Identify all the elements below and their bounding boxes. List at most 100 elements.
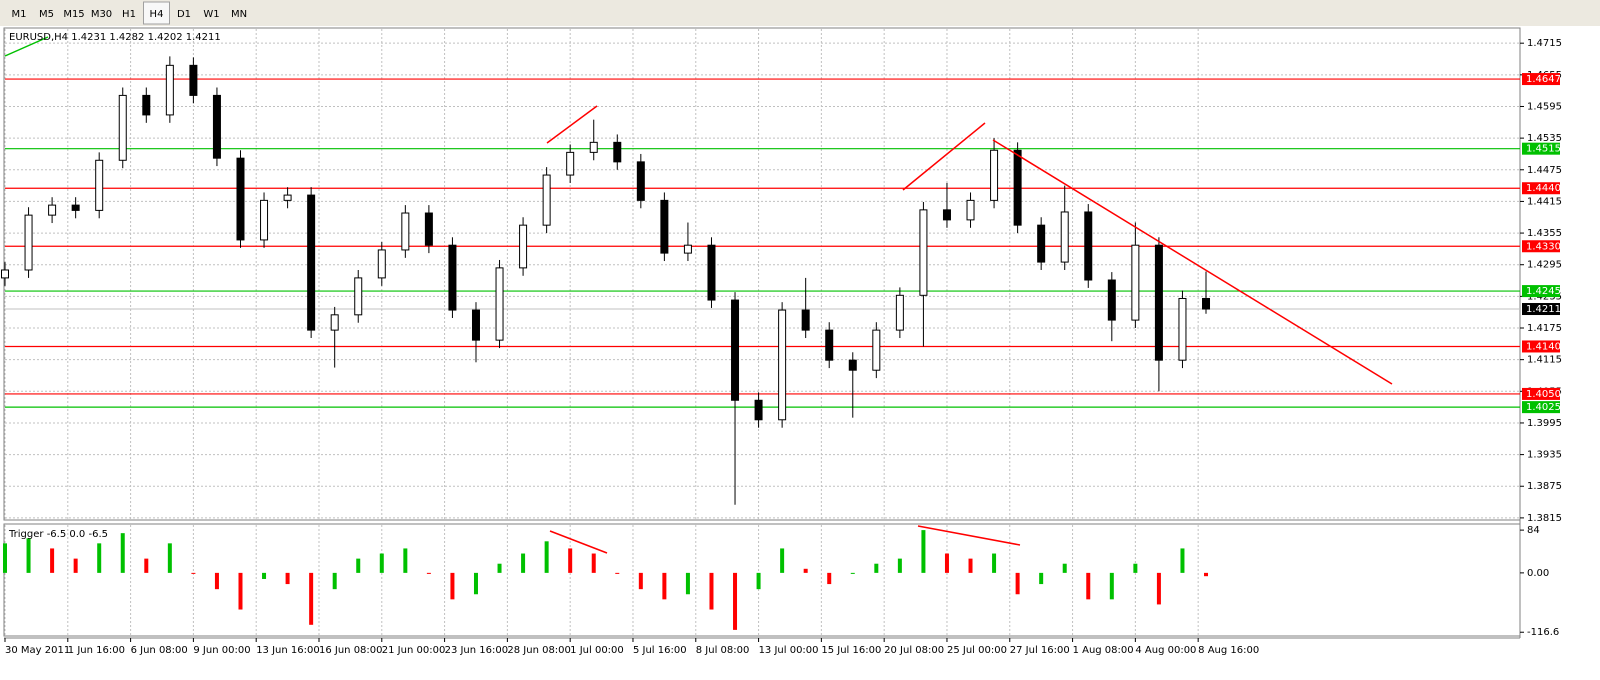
candle-body [1178, 297, 1187, 361]
indicator-value: -6.5 [47, 529, 67, 540]
histogram-bar [332, 572, 337, 590]
toolbar-button[interactable]: H1 [122, 9, 136, 20]
level-label-bg [1522, 182, 1560, 195]
indicator-value: -6.5 [88, 529, 108, 540]
histogram-bar [1204, 572, 1209, 577]
x-tick-label: 1 Aug 08:00 [1073, 645, 1134, 656]
candle-body [895, 294, 904, 331]
x-tick-label: 28 Jun 08:00 [507, 645, 571, 656]
trendline [546, 105, 598, 144]
y-tick-label: 1.4475 [1527, 165, 1562, 176]
candle-body [24, 214, 33, 271]
histogram-bar [1062, 563, 1067, 573]
y-tick-label: 1.4715 [1527, 38, 1562, 49]
histogram-bar [803, 568, 808, 573]
candle-body [1060, 211, 1069, 263]
y-tick-label: 1.4115 [1527, 355, 1562, 366]
candle-body [589, 141, 598, 153]
histogram-bar [615, 572, 620, 574]
x-tick-label: 13 Jun 16:00 [256, 645, 320, 656]
candle-body [942, 209, 951, 221]
x-tick-label: 5 Jul 16:00 [633, 645, 687, 656]
histogram-bar [356, 558, 361, 573]
histogram-bar [874, 563, 879, 573]
candle-body [1154, 244, 1163, 361]
candle-body [848, 359, 857, 371]
histogram-bar [191, 572, 196, 574]
histogram-bar [262, 572, 267, 579]
trendlines [4, 36, 1393, 554]
toolbar-button[interactable]: D1 [177, 9, 191, 20]
candle-body [683, 244, 692, 254]
level-label: 1.4140 [1526, 341, 1561, 352]
histogram-bar [638, 572, 643, 590]
level-label-bg [1522, 387, 1560, 400]
y-tick-label: 1.3875 [1527, 481, 1562, 492]
candle-body [778, 309, 787, 421]
candle-body [1, 269, 9, 279]
candle-body [613, 141, 622, 163]
candle-body [636, 161, 645, 201]
candle-body [377, 249, 386, 279]
level-label: 1.4025 [1526, 402, 1561, 413]
candle-body [1037, 224, 1046, 263]
candle-body [825, 329, 834, 361]
histogram-bar [450, 572, 455, 600]
candle-body [48, 204, 57, 216]
toolbar-button[interactable]: M30 [91, 9, 112, 20]
candle-body [519, 224, 528, 269]
candle-body [118, 94, 127, 161]
candle-body [401, 212, 410, 251]
candle-body [1084, 211, 1093, 281]
histogram-bar [521, 553, 526, 573]
level-label: 1.4515 [1526, 144, 1561, 155]
candle-body [1107, 279, 1116, 321]
toolbar-button[interactable]: MN [231, 9, 247, 20]
x-tick-label: 25 Jul 00:00 [947, 645, 1007, 656]
candle-body [801, 309, 810, 331]
histogram-bar [733, 572, 738, 630]
trendline [4, 36, 49, 57]
histogram-bar [568, 548, 573, 573]
ohlc-low: 1.4202 [148, 32, 183, 43]
level-label: 1.4440 [1526, 183, 1561, 194]
indicator-name: Trigger [8, 529, 44, 540]
candle-body [165, 64, 174, 116]
level-label: 1.4245 [1526, 286, 1561, 297]
level-label-bg [1522, 73, 1560, 86]
candle-body [566, 151, 575, 176]
x-tick-label: 8 Aug 16:00 [1198, 645, 1259, 656]
toolbar [0, 0, 1600, 26]
level-label: 1.4050 [1526, 389, 1561, 400]
x-tick-label: 1 Jul 00:00 [570, 645, 624, 656]
level-label-bg [1522, 340, 1560, 353]
y-tick-label: 1.4175 [1527, 323, 1562, 334]
level-label-bg [1522, 240, 1560, 253]
toolbar-button[interactable]: H4 [150, 9, 164, 20]
histogram-bar [144, 558, 149, 573]
x-tick-label: 13 Jul 00:00 [759, 645, 819, 656]
y-tick-label: 1.4295 [1527, 260, 1562, 271]
toolbar-button[interactable]: M1 [12, 9, 27, 20]
x-tick-label: 20 Jul 08:00 [884, 645, 944, 656]
toolbar-button[interactable]: M5 [39, 9, 54, 20]
y-tick-label: 1.3815 [1527, 513, 1562, 524]
indicator-header: Trigger -6.5 0.0 -6.5 [8, 529, 108, 540]
histogram-bar [1156, 572, 1161, 605]
histogram-bar [968, 558, 973, 573]
y-tick-label: 1.4355 [1527, 228, 1562, 239]
y-tick-label: 1.4415 [1527, 196, 1562, 207]
y-tick-label: 1.4535 [1527, 133, 1562, 144]
candle-body [71, 204, 80, 211]
candle-body [990, 149, 999, 201]
toolbar-button-active [143, 1, 170, 25]
candle-body [495, 267, 504, 341]
candle-body [283, 194, 292, 201]
toolbar-button[interactable]: W1 [203, 9, 219, 20]
candle-body [307, 194, 316, 331]
current-price-label: 1.4211 [1526, 304, 1561, 315]
histogram-bar [1086, 572, 1091, 600]
histogram-bar [756, 572, 761, 590]
toolbar-button[interactable]: M15 [63, 9, 84, 20]
